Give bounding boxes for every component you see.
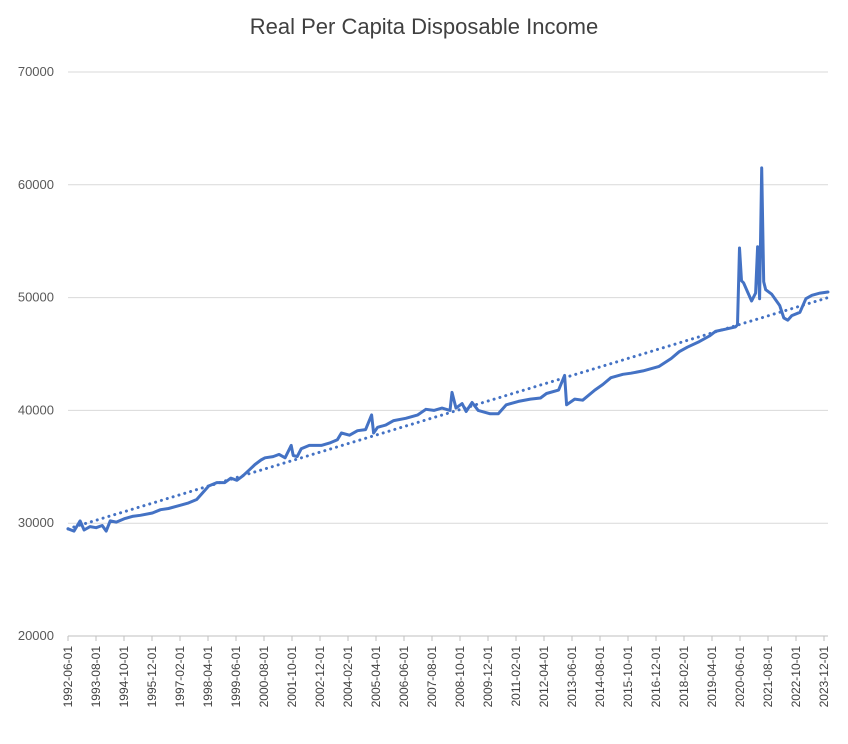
x-tick-label: 2019-04-01: [705, 646, 719, 708]
x-axis-ticks: 1992-06-01 1993-08-01 1994-10-01 1995-12-01…: [61, 636, 831, 707]
x-tick-label: 2005-04-01: [369, 646, 383, 708]
x-tick-label: 2016-12-01: [649, 646, 663, 708]
y-tick-label: 50000: [18, 290, 54, 305]
x-tick-label: 2000-08-01: [257, 646, 271, 708]
x-tick-label: 2004-02-01: [341, 646, 355, 708]
x-tick-label: 2001-10-01: [285, 646, 299, 708]
trendline: [66, 296, 830, 531]
x-tick-label: 2012-04-01: [537, 646, 551, 708]
chart-title: Real Per Capita Disposable Income: [249, 14, 599, 39]
y-tick-label: 30000: [18, 515, 54, 530]
x-tick-label: 2002-12-01: [313, 646, 327, 708]
gridlines: [68, 71, 828, 637]
x-tick-label: 1997-02-01: [173, 646, 187, 708]
y-tick-label: 40000: [18, 402, 54, 417]
y-axis-ticks: 20000 30000 40000 50000 60000 70000: [18, 64, 54, 643]
x-tick-label: 1999-06-01: [229, 646, 243, 708]
x-tick-label: 2014-08-01: [593, 646, 607, 708]
x-tick-label: 2018-02-01: [677, 646, 691, 708]
x-tick-label: 2006-06-01: [397, 646, 411, 708]
series-line-income: [66, 166, 830, 533]
series-lines: [66, 166, 830, 533]
x-tick-label: 2023-12-01: [817, 646, 831, 708]
y-tick-label: 70000: [18, 64, 54, 79]
x-tick-label: 1992-06-01: [61, 646, 75, 708]
x-tick-label: 2011-02-01: [509, 646, 523, 707]
x-tick-label: 1995-12-01: [145, 646, 159, 708]
y-tick-label: 60000: [18, 177, 54, 192]
x-tick-label: 2007-08-01: [425, 646, 439, 708]
x-tick-label: 2008-10-01: [453, 646, 467, 708]
x-tick-label: 2021-08-01: [761, 646, 775, 708]
x-tick-label: 1993-08-01: [89, 646, 103, 708]
x-tick-label: 2022-10-01: [789, 646, 803, 708]
x-tick-label: 2015-10-01: [621, 646, 635, 708]
x-tick-label: 1998-04-01: [201, 646, 215, 708]
x-tick-label: 1994-10-01: [117, 646, 131, 708]
x-tick-label: 2009-12-01: [481, 646, 495, 708]
y-tick-label: 20000: [18, 628, 54, 643]
x-tick-label: 2013-06-01: [565, 646, 579, 708]
x-tick-label: 2020-06-01: [733, 646, 747, 708]
